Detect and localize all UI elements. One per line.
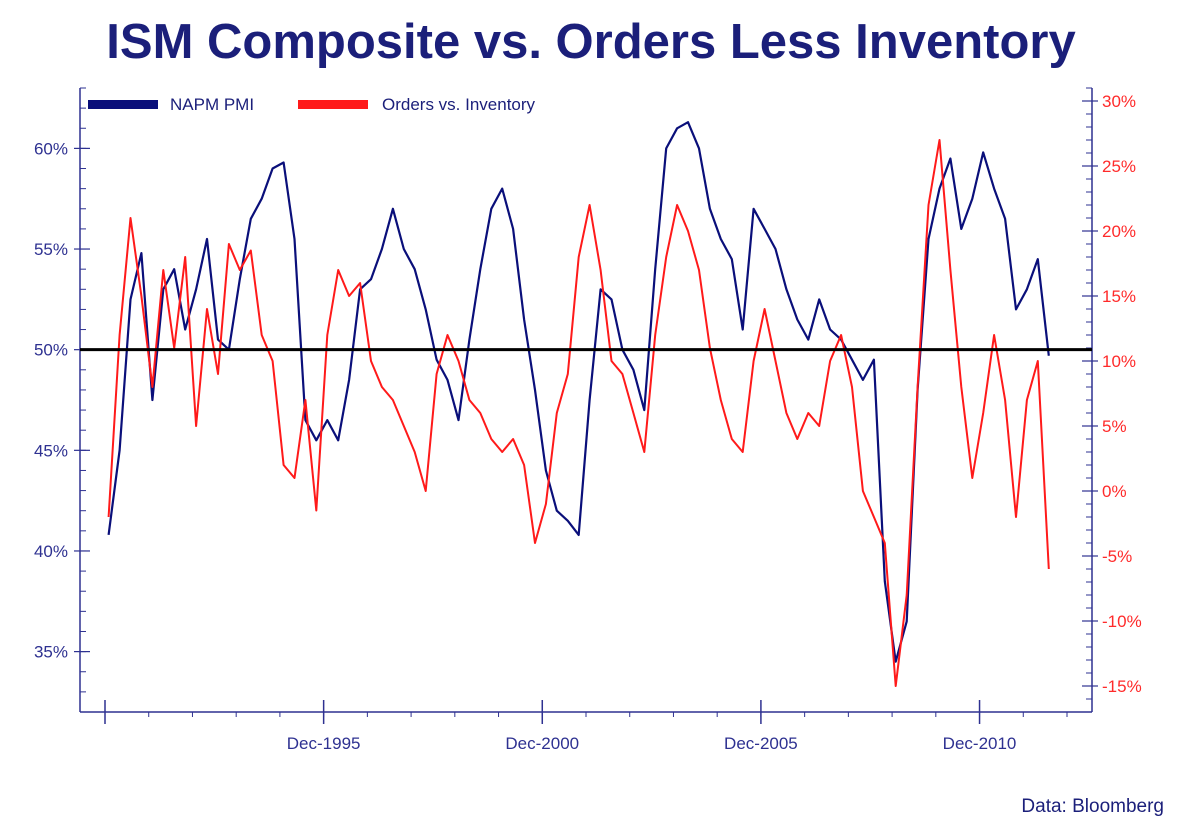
left-tick-label: 60% xyxy=(34,139,68,158)
x-tick-label: Dec-2000 xyxy=(505,734,579,753)
right-tick-label: 10% xyxy=(1102,352,1136,371)
left-tick-label: 35% xyxy=(34,643,68,662)
series-group xyxy=(80,121,1092,687)
legend: NAPM PMI Orders vs. Inventory xyxy=(88,95,536,114)
right-tick-label: 20% xyxy=(1102,222,1136,241)
x-tick-label: Dec-1995 xyxy=(287,734,361,753)
right-tick-label: 15% xyxy=(1102,287,1136,306)
legend-label-napm-pmi: NAPM PMI xyxy=(170,95,254,114)
x-tick-label: Dec-2010 xyxy=(943,734,1017,753)
right-tick-label: -15% xyxy=(1102,677,1142,696)
right-tick-label: -5% xyxy=(1102,547,1132,566)
source-note: Data: Bloomberg xyxy=(1021,796,1164,817)
left-tick-label: 40% xyxy=(34,542,68,561)
left-tick-label: 55% xyxy=(34,240,68,259)
legend-swatch-napm-pmi xyxy=(88,100,158,109)
right-tick-label: 25% xyxy=(1102,157,1136,176)
right-tick-label: 30% xyxy=(1102,92,1136,111)
chart-title: ISM Composite vs. Orders Less Inventory xyxy=(106,15,1076,69)
left-tick-label: 45% xyxy=(34,441,68,460)
right-tick-label: -10% xyxy=(1102,612,1142,631)
axes-group: 35% 40% 45% 50% 55% 60% -15% -10% -5% 0% 5% 10% 15% 2… xyxy=(34,87,1142,753)
right-tick-label: 5% xyxy=(1102,417,1127,436)
left-tick-label: 50% xyxy=(34,341,68,360)
legend-swatch-orders-vs-inventory xyxy=(298,100,368,109)
series-line-orders-vs-inventory xyxy=(107,139,1050,687)
legend-label-orders-vs-inventory: Orders vs. Inventory xyxy=(382,95,536,114)
x-tick-label: Dec-2005 xyxy=(724,734,798,753)
right-tick-label: 0% xyxy=(1102,482,1127,501)
